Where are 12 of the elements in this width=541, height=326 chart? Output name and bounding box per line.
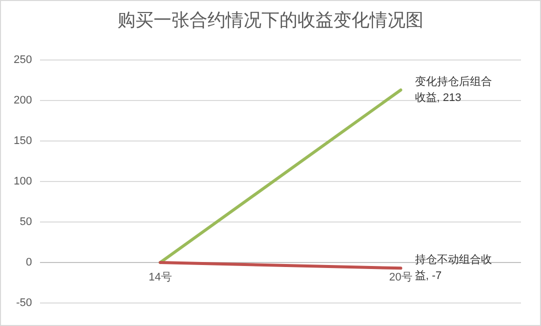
y-tick-label: 100 bbox=[14, 175, 32, 188]
y-tick-label: 200 bbox=[14, 94, 32, 106]
y-tick-label: 150 bbox=[14, 134, 32, 147]
text: 持仓不动组合收益, -7 bbox=[414, 254, 492, 282]
y-tick-label: 50 bbox=[20, 216, 32, 228]
x-tick-label: 20号 bbox=[389, 272, 412, 284]
chart-title: 购买一张合约情况下的收益变化情况图 bbox=[118, 10, 424, 30]
text: 变化持仓后组合收益, 213 bbox=[414, 76, 492, 104]
y-tick-label: 0 bbox=[26, 256, 32, 268]
x-tick-label: 14号 bbox=[148, 272, 172, 284]
y-tick-label: 250 bbox=[14, 54, 32, 66]
y-tick-label: -50 bbox=[16, 296, 32, 309]
